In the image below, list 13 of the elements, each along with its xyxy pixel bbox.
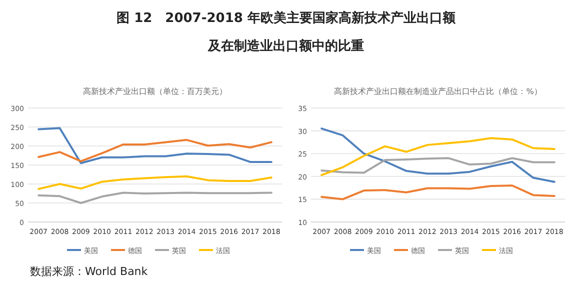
line-series — [320, 157, 556, 174]
line-series — [320, 184, 556, 200]
text: 及在制造业出口额中的比重 — [207, 38, 364, 54]
line-series — [320, 128, 556, 183]
line-series — [38, 127, 272, 164]
chart-title: 高新技术产业出口额在制造业产品出口中占比（单位：%） — [334, 87, 542, 96]
line-series — [38, 138, 272, 162]
text: 图 12 2007-2018 年欧美主要国家高新技术产业出口额 — [116, 10, 456, 26]
source-note: 数据来源：World Bank — [30, 265, 148, 278]
line-series — [320, 137, 556, 176]
chart-title: 高新技术产业出口额（单位：百万美元） — [83, 87, 227, 96]
line-series — [38, 175, 272, 190]
line-series — [38, 192, 272, 204]
